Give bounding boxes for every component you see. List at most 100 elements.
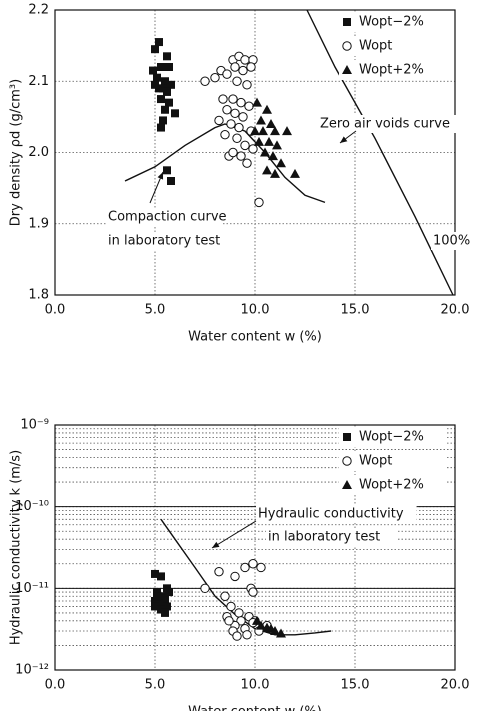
point xyxy=(157,123,165,132)
point xyxy=(161,594,169,603)
chart: 0.0 5.0 10.0 15.0 20.0 1.8 1.9 2.0 2.1 2.2 Water c… xyxy=(9,3,471,345)
annotation-bg xyxy=(106,208,223,226)
point xyxy=(149,66,157,75)
legend-bg xyxy=(339,427,447,447)
point xyxy=(256,562,266,573)
point xyxy=(157,572,165,581)
y-tick-label: 2.2 xyxy=(28,3,49,18)
point xyxy=(264,136,274,146)
point xyxy=(236,97,246,108)
point xyxy=(248,559,258,569)
annotation: Zero air voids curve xyxy=(320,117,450,132)
legend-bg xyxy=(339,36,447,56)
y-tick-label: 1.8 xyxy=(28,288,49,303)
annotation-bg xyxy=(318,115,464,133)
x-tick-label: 20.0 xyxy=(441,303,470,318)
point xyxy=(238,112,248,122)
legend-bg xyxy=(339,451,447,471)
point xyxy=(222,69,232,79)
point xyxy=(232,133,242,143)
point xyxy=(270,168,280,178)
point xyxy=(210,72,220,83)
point xyxy=(167,80,175,89)
plot-frame xyxy=(54,9,456,296)
point xyxy=(252,615,262,625)
point xyxy=(254,197,264,208)
point xyxy=(157,95,165,104)
y-tick-label: 10⁻¹¹ xyxy=(15,581,49,596)
legend-label: Wopt+2% xyxy=(359,478,424,493)
y-tick-label: 1.9 xyxy=(28,216,49,231)
arrow xyxy=(211,520,257,549)
x-tick-label: 15.0 xyxy=(341,303,370,318)
arrow xyxy=(339,130,357,144)
annotation-bg xyxy=(106,232,238,250)
y-tick-label: 10⁻¹² xyxy=(15,663,49,678)
point xyxy=(163,87,171,96)
point xyxy=(161,77,169,86)
legend-marker xyxy=(343,433,351,441)
point xyxy=(252,97,262,107)
point xyxy=(214,566,224,577)
point xyxy=(240,140,250,151)
x-axis-title: Water content w (%) xyxy=(188,330,322,345)
point xyxy=(224,616,234,626)
point xyxy=(230,571,240,582)
annotation-bg xyxy=(431,232,461,250)
point xyxy=(232,631,242,641)
legend-label: Wopt−2% xyxy=(359,430,424,445)
point xyxy=(214,115,224,126)
point xyxy=(230,108,240,119)
point xyxy=(244,101,254,111)
point xyxy=(256,620,266,630)
point xyxy=(200,76,210,86)
point xyxy=(290,168,300,178)
point xyxy=(270,626,280,636)
point xyxy=(232,76,242,86)
y-tick-label: 2.1 xyxy=(28,74,49,89)
x-tick-label: 0.0 xyxy=(45,303,66,318)
point xyxy=(238,65,248,76)
point xyxy=(246,62,256,72)
x-tick-label: 5.0 xyxy=(145,678,166,693)
chart: 0.0 5.0 10.0 15.0 20.0 10⁻¹² 10⁻¹¹ 10⁻¹⁰ 10⁻⁹ Wat… xyxy=(9,418,470,711)
point xyxy=(260,147,270,157)
annotation: Compaction curve xyxy=(108,210,227,225)
point xyxy=(242,80,252,90)
point xyxy=(258,126,268,136)
point xyxy=(262,104,272,114)
legend-marker xyxy=(342,65,352,74)
point xyxy=(165,98,173,107)
point xyxy=(266,119,276,128)
point xyxy=(276,158,286,168)
annotation: 100% xyxy=(433,234,470,249)
arrow xyxy=(149,171,164,204)
annotation: in laboratory test xyxy=(268,530,380,545)
point xyxy=(153,588,161,597)
point xyxy=(268,151,278,161)
point xyxy=(153,73,161,82)
point xyxy=(159,116,167,125)
x-tick-label: 0.0 xyxy=(45,678,66,693)
x-tick-label: 20.0 xyxy=(441,678,470,693)
point xyxy=(228,94,238,104)
point xyxy=(218,94,228,104)
point xyxy=(163,52,171,61)
point xyxy=(151,569,159,578)
point xyxy=(254,136,264,146)
point xyxy=(276,628,286,638)
legend-marker xyxy=(342,41,352,51)
y-tick-label: 2.0 xyxy=(28,145,49,160)
x-tick-label: 10.0 xyxy=(241,303,270,318)
point xyxy=(155,38,163,47)
point xyxy=(153,592,161,601)
legend-marker xyxy=(343,18,351,26)
point xyxy=(220,591,230,601)
legend-bg xyxy=(339,475,447,495)
point xyxy=(262,622,272,632)
plot-frame xyxy=(54,424,456,671)
annotation-bg xyxy=(256,505,417,523)
y-axis-title: Hydraulic conductivity k (m/s) xyxy=(9,450,24,645)
point xyxy=(240,562,250,573)
annotation: in laboratory test xyxy=(108,234,220,249)
